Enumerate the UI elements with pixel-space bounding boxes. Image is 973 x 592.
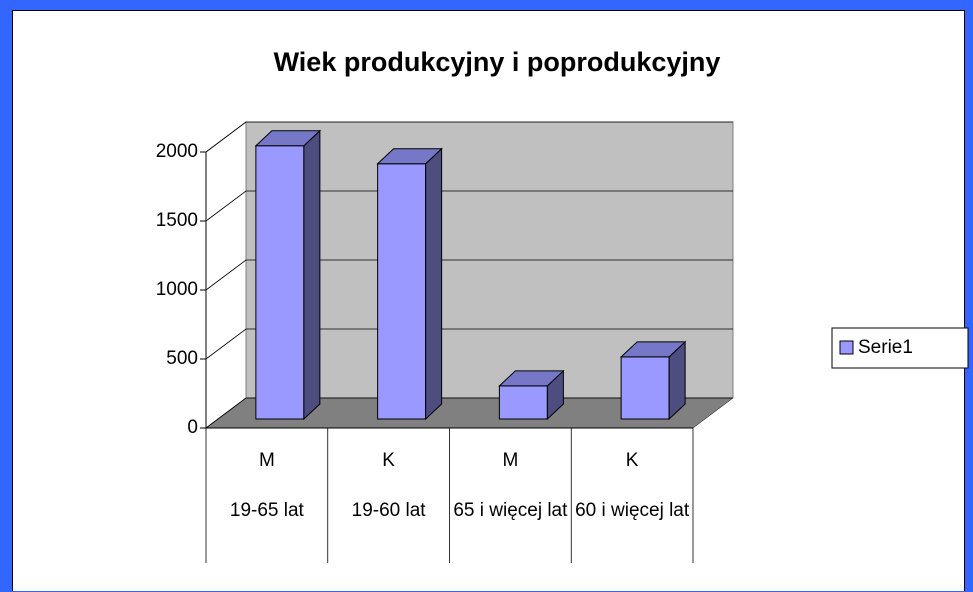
bar-front: [255, 145, 305, 420]
y-tick-label: 1500: [156, 210, 198, 231]
bar-front: [377, 163, 427, 420]
bar-top: [619, 341, 687, 358]
bar: [498, 369, 565, 421]
y-tick-label: 0: [187, 417, 198, 438]
x-tick-label: K: [625, 450, 639, 471]
legend-swatch: [839, 340, 854, 355]
bar-top: [498, 370, 565, 387]
bar-side: [303, 129, 321, 421]
bar-side: [425, 147, 443, 421]
bar-top: [254, 130, 322, 147]
y-tick-label: 1000: [156, 279, 198, 300]
bar: [619, 340, 687, 421]
bar: [254, 129, 322, 421]
bar: [376, 147, 443, 421]
x-group-label: 19-65 lat: [229, 500, 304, 521]
x-group-label: 19-60 lat: [351, 500, 426, 521]
legend-box: [831, 327, 969, 369]
chart-title: Wiek produkcyjny i poprodukcyjny: [274, 47, 721, 77]
grid-line: [205, 328, 733, 360]
grid-line: [205, 121, 733, 153]
x-group-label: 60 i więcej lat: [575, 500, 690, 521]
bar-front: [620, 356, 670, 420]
x-group-label: 65 i więcej lat: [453, 500, 568, 521]
grid-line: [205, 190, 733, 222]
x-tick-label: M: [502, 450, 519, 471]
x-tick-label: K: [382, 450, 395, 471]
x-tick-label: M: [258, 450, 275, 471]
grid-line: [205, 397, 733, 429]
bar-top: [376, 148, 443, 165]
bar-front: [498, 385, 548, 420]
y-tick-label: 2000: [156, 141, 198, 162]
y-tick-label: 500: [166, 348, 198, 369]
legend-label: Serie1: [858, 337, 913, 358]
grid-line: [205, 259, 733, 291]
